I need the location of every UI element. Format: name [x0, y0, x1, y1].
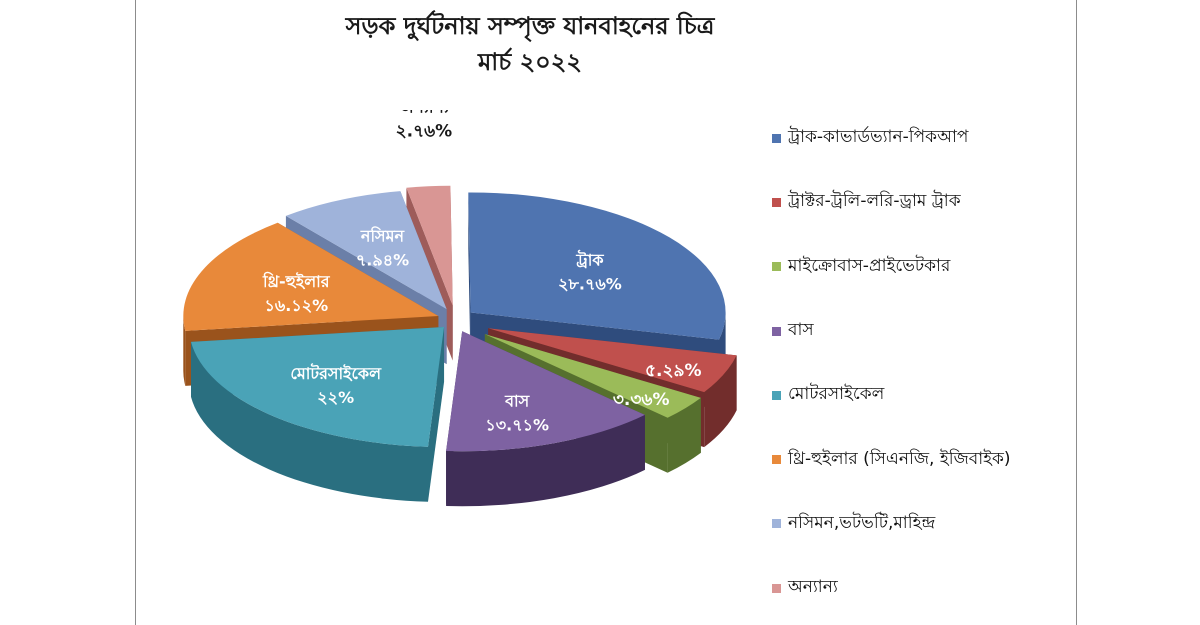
pie-slice-wall-start-0 [468, 192, 471, 368]
pie-slice-outer-wall-3 [446, 414, 645, 507]
legend-swatch-1 [772, 197, 781, 207]
pie-slice-top-2 [484, 334, 701, 418]
legend-swatch-4 [772, 390, 781, 400]
legend-swatch-5 [772, 455, 781, 465]
chart-legend: ট্রাক-কাভার্ডভ্যান-পিকআপ ট্রাক্টর-ট্রলি-ল… [772, 106, 1011, 620]
legend-label-0: ট্রাক-কাভার্ডভ্যান-পিকআপ [788, 127, 969, 148]
legend-item-0: ট্রাক-কাভার্ডভ্যান-পিকআপ [772, 106, 1011, 170]
slice-value-label-7: ২.৭৬% [396, 122, 453, 142]
slice-label-4: মোটরসাইকেল [290, 363, 382, 383]
slice-label-3: বাস [504, 391, 531, 410]
slice-value-label-1: ৫.২৯% [645, 361, 702, 381]
legend-swatch-3 [772, 326, 781, 336]
chart-title: সড়ক দুর্ঘটনায় সম্পৃক্ত যানবাহনের চিত্র [345, 11, 715, 40]
pie-slice-outer-wall-1 [704, 355, 737, 448]
pie-slice-top-5 [183, 222, 439, 331]
legend-item-6: নসিমন,ভটভটি,মাহিন্দ্র [772, 492, 1011, 556]
legend-swatch-0 [772, 133, 781, 143]
frame-left-border [135, 0, 136, 625]
legend-item-5: থ্রি-হুইলার (সিএনজি, ইজিবাইক) [772, 427, 1011, 491]
pie-slice-outer-wall-2 [667, 397, 701, 473]
legend-item-3: বাস [772, 299, 1011, 363]
pie-slice-top-6 [285, 191, 447, 310]
legend-label-5: থ্রি-হুইলার (সিএনজি, ইজিবাইক) [788, 448, 1011, 469]
pie-slice-outer-wall-4 [191, 341, 428, 502]
legend-item-1: ট্রাক্টর-ট্রলি-লরি-ড্রাম ট্রাক [772, 170, 1011, 234]
frame-right-border [1076, 0, 1077, 625]
legend-label-4: মোটরসাইকেল [788, 384, 885, 405]
pie-slice-top-7 [406, 185, 453, 306]
pie-slice-3 [446, 331, 645, 507]
chart-subtitle: মার্চ ২০২২ [477, 47, 582, 76]
legend-label-3: বাস [788, 320, 814, 341]
slice-value-label-3: ১৩.৭১% [485, 415, 549, 434]
slice-label-5: থ্রি-হুইলার [262, 271, 331, 291]
legend-label-1: ট্রাক্টর-ট্রলি-লরি-ড্রাম ট্রাক [788, 191, 961, 212]
legend-label-2: মাইক্রোবাস-প্রাইভেটকার [788, 255, 951, 276]
legend-label-7: অন্যান্য [788, 577, 838, 598]
legend-swatch-7 [772, 583, 781, 593]
legend-item-2: মাইক্রোবাস-প্রাইভেটকার [772, 235, 1011, 299]
slice-value-label-2: ৩.৩৬% [613, 390, 670, 410]
slice-value-label-5: ১৬.১২% [264, 296, 328, 315]
slice-value-label-4: ২২% [317, 388, 354, 407]
pie-slice-4 [191, 326, 445, 502]
pie-slice-top-1 [488, 328, 737, 393]
legend-item-4: মোটরসাইকেল [772, 363, 1011, 427]
pie-slice-top-3 [446, 331, 645, 452]
legend-swatch-2 [772, 262, 781, 272]
legend-label-6: নসিমন,ভটভটি,মাহিন্দ্র [788, 512, 936, 533]
slice-value-label-6: ৭.৯৪% [356, 251, 409, 270]
slice-value-label-0: ২৮.৭৬% [558, 274, 622, 293]
pie-slice-outer-wall-5 [183, 316, 186, 386]
slice-label-0: ট্রাক [575, 249, 604, 269]
legend-swatch-6 [772, 519, 781, 529]
slice-label-6: নসিমন [360, 226, 406, 246]
pie-slice-top-0 [468, 192, 726, 340]
pie-chart: ট্রাক ২৮.৭৬% ৫.২৯% ৩.৩৬% বাস ১৩.৭১% মোটরসাইকেল… [183, 110, 737, 507]
legend-item-7: অন্যান্য [772, 556, 1011, 620]
slice-label-7: অন্যান্য [398, 110, 450, 118]
pie-slice-top-4 [191, 326, 445, 447]
